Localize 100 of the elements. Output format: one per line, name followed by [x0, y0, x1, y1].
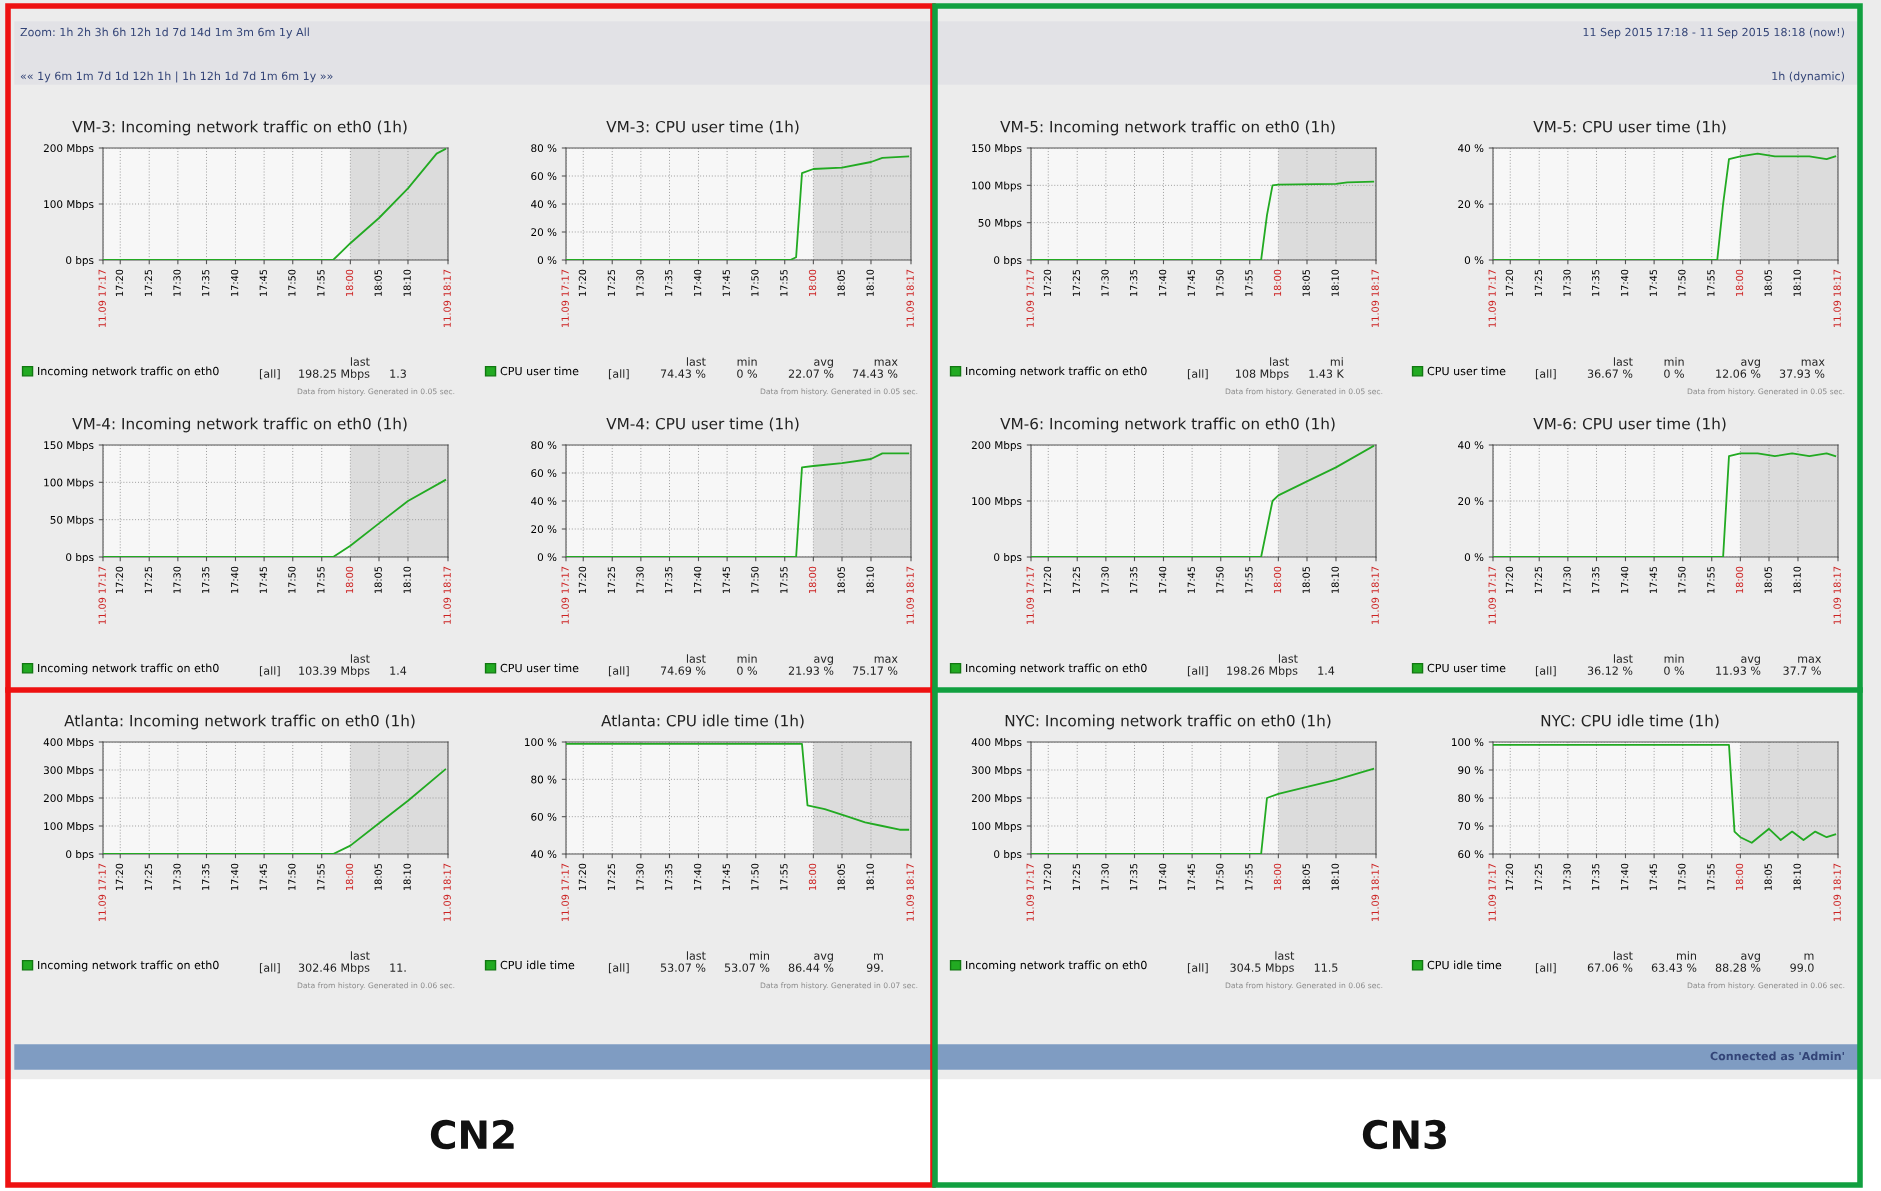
y-tick-label: 0 bps	[994, 256, 1022, 267]
x-tick-label: 17:40	[1620, 863, 1629, 890]
x-tick-label: 18:10	[403, 863, 411, 890]
text: [all]	[1187, 369, 1208, 380]
y-tick-label: 50 Mbps	[50, 515, 94, 526]
x-tick-label: 17:20	[1505, 863, 1514, 890]
x-tick-label: 17:40	[1620, 269, 1629, 296]
text: max 75.17 %	[852, 656, 898, 675]
x-tick-label: 18:05	[1764, 566, 1772, 593]
text: 1.3	[390, 369, 406, 378]
text: last 198.26 Mbps	[1227, 654, 1298, 677]
chart-title: Atlanta: CPU idle time (1h)	[601, 714, 804, 729]
x-tick-label: 17:20	[578, 269, 587, 296]
y-tick-label: 0 %	[537, 553, 557, 562]
x-tick-label: 17:50	[751, 566, 759, 593]
x-tick-label: 17:50	[1216, 863, 1224, 890]
x-tick-label: 17:50	[1678, 566, 1686, 593]
chart-title: VM-4: CPU user time (1h)	[606, 417, 799, 432]
x-tick-label: 17:45	[722, 863, 730, 890]
x-tick-label: 18:00	[1273, 566, 1282, 593]
x-tick-label: 17:55	[317, 566, 325, 593]
x-tick-label: 17:40	[1158, 269, 1167, 296]
x-tick-label: 18:10	[1793, 269, 1801, 296]
y-tick-label: 20 %	[1458, 200, 1484, 209]
y-tick-label: 40 %	[1458, 441, 1484, 450]
y-tick-label: 80 %	[531, 144, 557, 153]
x-tick-label: 11.09 18:17	[906, 863, 914, 921]
x-tick-label: 17:30	[173, 269, 181, 296]
x-tick-label: 17:25	[144, 863, 153, 890]
y-tick-label: 70 %	[1458, 822, 1484, 831]
text: [all]	[259, 963, 280, 974]
x-tick-label: 11.09 17:17	[1488, 269, 1496, 327]
x-tick-label: 17:35	[1591, 566, 1600, 593]
x-tick-label: 18:10	[403, 566, 411, 593]
x-tick-label: 11.09 18:17	[443, 269, 451, 327]
x-tick-label: 11.09 17:17	[1026, 863, 1034, 921]
x-tick-label: 11.09 17:17	[1488, 566, 1496, 624]
x-tick-label: 17:40	[693, 269, 702, 296]
y-tick-label: 60 %	[531, 172, 557, 181]
x-tick-label: 17:25	[1534, 269, 1543, 296]
x-tick-label: 17:20	[1505, 566, 1514, 593]
x-tick-label: 18:00	[808, 863, 817, 890]
x-tick-label: 17:30	[173, 566, 181, 593]
text: last 53.07 %	[660, 951, 706, 972]
x-tick-label: 17:20	[115, 269, 124, 296]
x-tick-label: 17:40	[1620, 566, 1629, 593]
text: min 63.43 %	[1651, 951, 1697, 972]
x-tick-label: 18:10	[1331, 863, 1339, 890]
x-tick-label: 17:30	[636, 863, 644, 890]
x-tick-label: 18:05	[1764, 269, 1772, 296]
text: max 37.93 %	[1779, 359, 1825, 378]
x-tick-label: 18:00	[345, 566, 354, 593]
text: 1.4	[1318, 666, 1335, 675]
chart-title: VM-6: Incoming network traffic on eth0 (1h)	[1000, 417, 1335, 433]
text: m 99.	[866, 953, 883, 972]
x-tick-label: 18:00	[1735, 566, 1744, 593]
text: [all]	[608, 666, 629, 677]
x-tick-label: 17:20	[578, 863, 587, 890]
x-tick-label: 17:55	[1707, 566, 1715, 593]
y-tick-label: 100 Mbps	[972, 181, 1022, 192]
x-tick-label: 17:45	[1187, 566, 1195, 593]
legend-label: CPU user time	[1427, 366, 1506, 376]
x-tick-label: 17:40	[230, 863, 239, 890]
y-tick-label: 0 %	[537, 256, 557, 265]
y-tick-label: 0 %	[1464, 256, 1484, 265]
y-tick-label: 400 Mbps	[971, 738, 1022, 749]
x-tick-label: 17:20	[115, 566, 124, 593]
legend-label: Incoming network traffic on eth0	[38, 960, 219, 972]
x-tick-label: 11.09 18:17	[1371, 863, 1379, 921]
text: 1.4	[390, 666, 407, 675]
x-tick-label: 17:30	[1101, 863, 1109, 890]
x-tick-label: 17:30	[173, 863, 181, 890]
y-tick-label: 60 %	[531, 812, 557, 821]
x-tick-label: 18:10	[1793, 566, 1801, 593]
x-tick-label: 17:35	[664, 566, 673, 593]
x-tick-label: 17:25	[607, 566, 616, 593]
text: last 36.67 %	[1587, 357, 1633, 378]
x-tick-label: 17:40	[230, 269, 239, 296]
text: last 304.5 Mbps	[1230, 951, 1295, 974]
text: CN3	[1362, 1119, 1446, 1150]
text: 11.	[390, 963, 406, 972]
x-tick-label: 11.09 18:17	[1371, 566, 1379, 624]
x-tick-label: 17:20	[1043, 269, 1052, 296]
text: max 74.43 %	[852, 359, 898, 378]
x-tick-label: 18:00	[1273, 863, 1282, 890]
x-tick-label: 17:40	[1158, 566, 1167, 593]
x-tick-label: 17:50	[1678, 863, 1686, 890]
x-tick-label: 17:30	[1563, 566, 1571, 593]
x-tick-label: 17:45	[1649, 269, 1657, 296]
x-tick-label: 18:10	[1331, 566, 1339, 593]
text: last 108 Mbps	[1236, 357, 1289, 380]
x-tick-label: 17:55	[1707, 269, 1715, 296]
x-tick-label: 18:05	[837, 269, 845, 296]
x-tick-label: 17:45	[1187, 863, 1195, 890]
legend-label: Incoming network traffic on eth0	[966, 366, 1147, 378]
x-tick-label: 17:25	[1534, 566, 1543, 593]
x-tick-label: 17:35	[201, 863, 210, 890]
text: last 74.43 %	[660, 357, 706, 378]
chart-title: VM-5: CPU user time (1h)	[1533, 120, 1726, 135]
legend-label: CPU user time	[500, 663, 579, 673]
